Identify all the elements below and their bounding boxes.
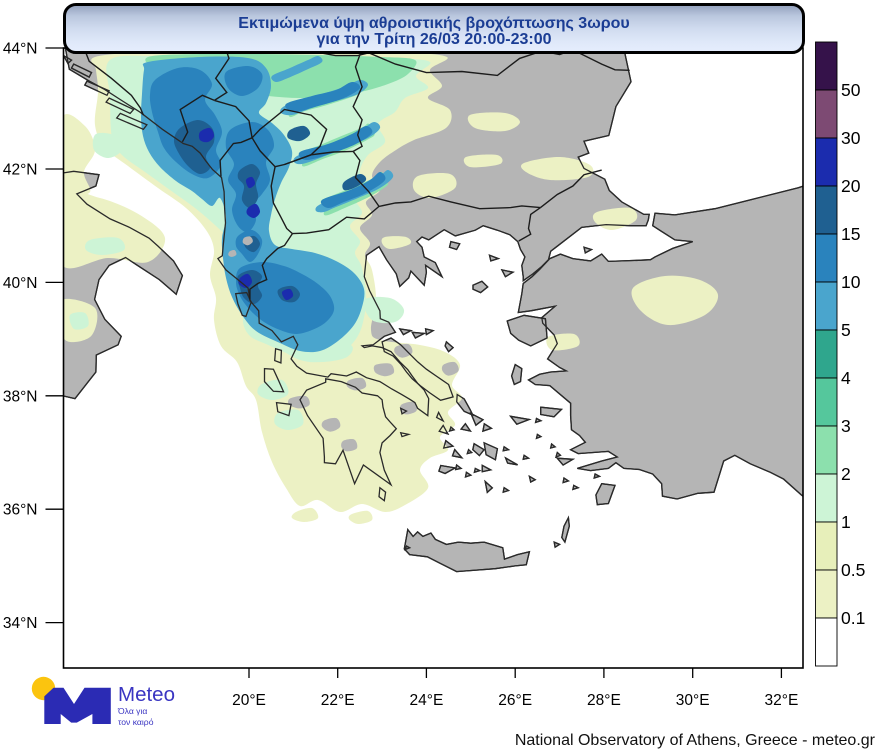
svg-text:20°E: 20°E [232,692,266,709]
svg-text:30: 30 [841,128,861,148]
svg-text:38°N: 38°N [3,388,38,405]
svg-text:0.5: 0.5 [841,560,865,580]
svg-text:44°N: 44°N [3,41,38,58]
svg-text:0.1: 0.1 [841,608,865,628]
svg-text:5: 5 [841,320,851,340]
svg-text:42°N: 42°N [3,162,38,179]
svg-text:36°N: 36°N [3,502,38,519]
svg-text:4: 4 [841,368,851,388]
svg-text:34°N: 34°N [3,615,38,632]
svg-text:2: 2 [841,464,851,484]
svg-text:20: 20 [841,176,861,196]
svg-text:10: 10 [841,272,861,292]
svg-text:τον καιρό: τον καιρό [118,717,154,727]
svg-text:28°E: 28°E [587,692,621,709]
svg-text:50: 50 [841,80,861,100]
svg-text:15: 15 [841,224,860,244]
svg-text:32°E: 32°E [765,692,799,709]
svg-text:Όλα για: Όλα για [117,706,147,716]
svg-text:26°E: 26°E [498,692,532,709]
svg-text:22°E: 22°E [321,692,355,709]
svg-text:3: 3 [841,416,851,436]
svg-text:1: 1 [841,512,851,532]
svg-text:24°E: 24°E [410,692,444,709]
svg-text:Meteo: Meteo [118,683,175,706]
svg-text:30°E: 30°E [676,692,710,709]
svg-text:40°N: 40°N [3,275,38,292]
